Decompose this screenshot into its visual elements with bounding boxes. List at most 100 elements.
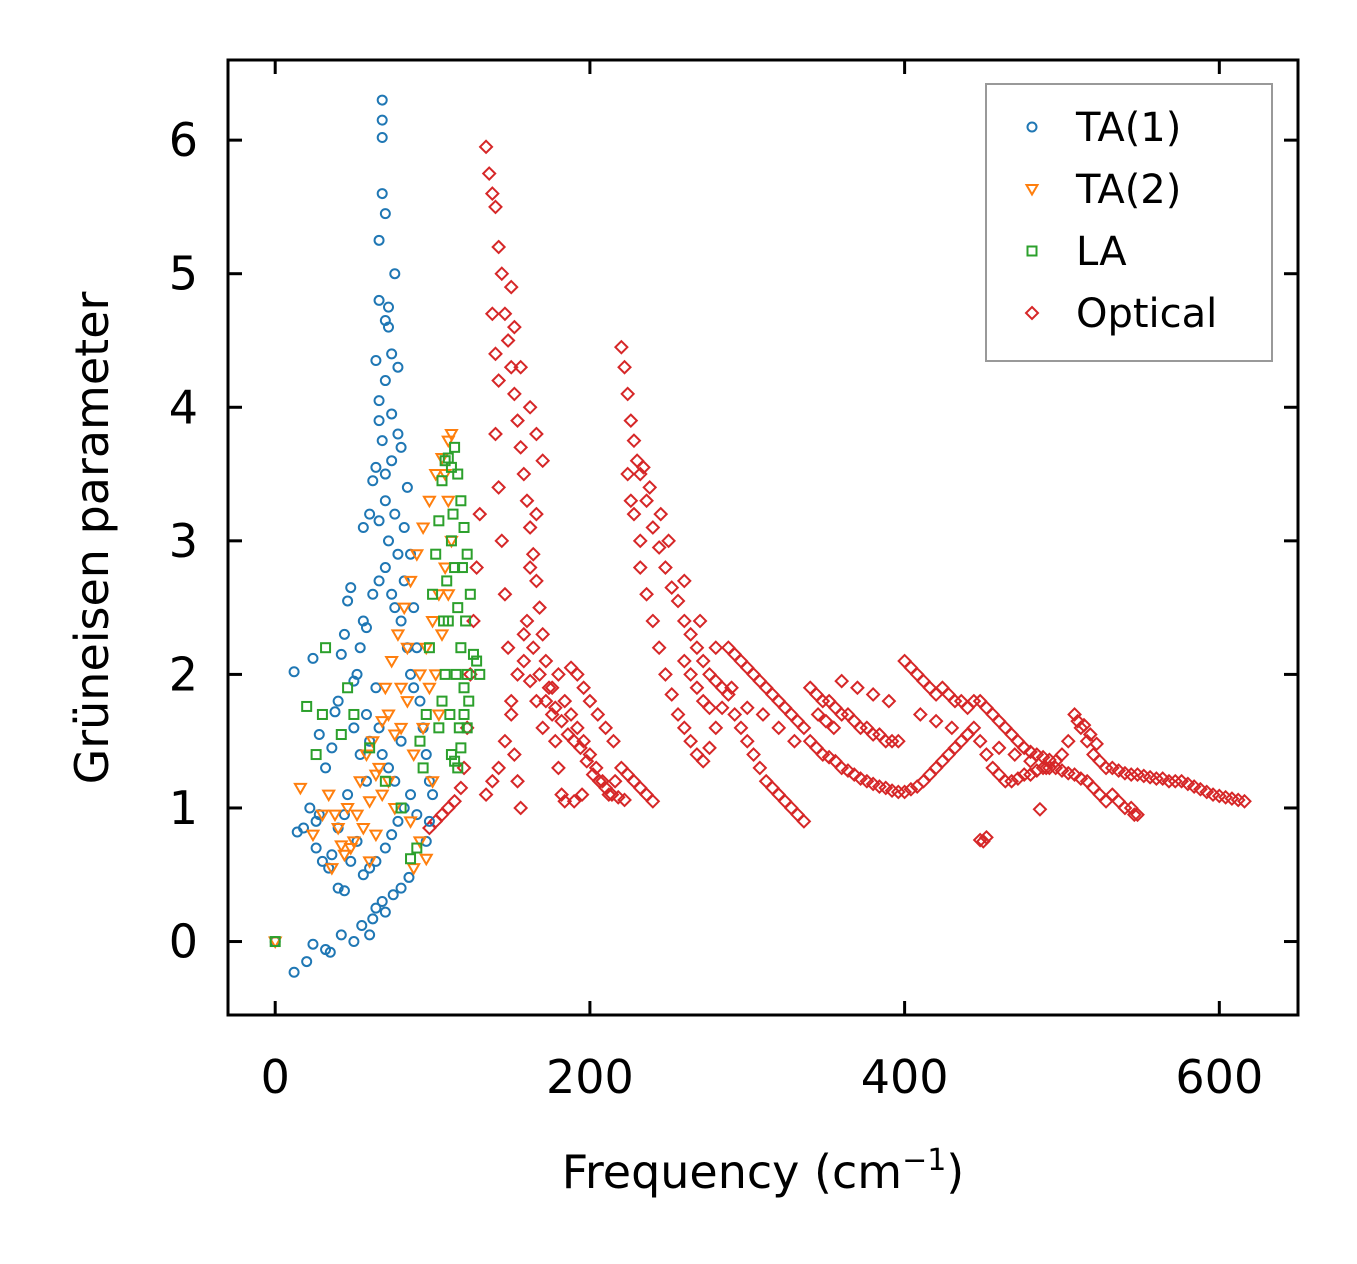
data-point bbox=[379, 906, 391, 918]
data-point bbox=[484, 773, 500, 789]
data-point bbox=[916, 773, 931, 789]
data-point bbox=[928, 687, 944, 702]
data-point bbox=[452, 468, 464, 480]
data-point bbox=[506, 747, 522, 762]
data-point bbox=[403, 575, 418, 589]
data-point bbox=[563, 707, 579, 722]
data-point bbox=[985, 707, 1001, 722]
data-point bbox=[727, 646, 743, 662]
data-point bbox=[405, 853, 417, 865]
data-point bbox=[796, 813, 812, 829]
data-point bbox=[301, 956, 313, 968]
data-point bbox=[1035, 760, 1051, 776]
data-point bbox=[395, 441, 407, 453]
data-point bbox=[513, 359, 529, 375]
data-point bbox=[397, 602, 412, 616]
data-point bbox=[991, 713, 1007, 729]
data-point bbox=[535, 720, 551, 736]
data-point bbox=[1076, 717, 1092, 733]
data-point bbox=[941, 747, 957, 762]
data-point bbox=[985, 760, 1001, 776]
data-point bbox=[623, 493, 639, 509]
data-point bbox=[960, 727, 975, 742]
data-point bbox=[405, 668, 417, 680]
data-point bbox=[519, 613, 535, 629]
data-point bbox=[315, 809, 330, 823]
legend: TA(1) TA(2) LA Optical bbox=[985, 83, 1273, 362]
data-point bbox=[386, 829, 398, 841]
legend-label: TA(1) bbox=[1075, 105, 1181, 151]
data-point bbox=[458, 708, 470, 720]
x-tick-label: 400 bbox=[861, 1050, 949, 1104]
data-point bbox=[569, 720, 585, 736]
data-point bbox=[651, 540, 667, 555]
data-point bbox=[551, 666, 566, 682]
data-point bbox=[371, 762, 387, 776]
data-point bbox=[467, 648, 479, 660]
x-tick-label: 0 bbox=[261, 1050, 290, 1104]
data-point bbox=[579, 753, 595, 769]
data-point bbox=[569, 666, 585, 682]
data-point bbox=[912, 707, 928, 722]
data-point bbox=[392, 361, 404, 373]
data-point bbox=[787, 733, 802, 749]
data-point bbox=[398, 521, 410, 533]
data-point bbox=[400, 642, 415, 656]
data-point bbox=[458, 521, 470, 533]
data-point bbox=[461, 722, 473, 734]
data-point bbox=[865, 687, 881, 702]
data-point bbox=[288, 666, 300, 678]
data-point bbox=[455, 495, 467, 507]
data-point bbox=[947, 740, 963, 756]
data-point bbox=[960, 727, 975, 742]
data-point bbox=[554, 713, 570, 729]
data-point bbox=[503, 707, 519, 722]
data-point bbox=[645, 793, 661, 809]
data-point bbox=[670, 707, 686, 722]
data-point bbox=[503, 359, 519, 375]
data-point bbox=[338, 809, 350, 821]
data-point bbox=[1016, 740, 1032, 756]
data-point bbox=[379, 468, 391, 480]
data-point bbox=[378, 682, 393, 696]
data-point bbox=[991, 767, 1007, 782]
data-point bbox=[1092, 787, 1108, 803]
data-point bbox=[461, 548, 473, 560]
data-point bbox=[635, 459, 651, 475]
y-tick-label: 3 bbox=[169, 514, 198, 568]
data-point bbox=[386, 348, 398, 360]
data-point bbox=[491, 760, 507, 776]
data-point bbox=[500, 640, 516, 656]
legend-box bbox=[985, 83, 1273, 362]
data-point bbox=[827, 700, 843, 716]
data-point bbox=[664, 580, 680, 596]
data-point bbox=[374, 789, 390, 803]
data-point bbox=[348, 708, 360, 720]
data-point bbox=[739, 733, 755, 749]
data-point bbox=[316, 855, 328, 867]
data-point bbox=[379, 314, 391, 326]
data-point bbox=[916, 673, 931, 689]
data-point bbox=[890, 784, 906, 800]
data-point bbox=[510, 666, 525, 682]
data-point bbox=[340, 802, 355, 816]
legend-label: Optical bbox=[1076, 291, 1217, 337]
data-point bbox=[455, 642, 467, 654]
data-point bbox=[796, 720, 812, 736]
series-optical bbox=[421, 139, 1252, 849]
data-point bbox=[406, 749, 421, 763]
data-point bbox=[338, 628, 350, 640]
data-point bbox=[370, 461, 382, 473]
data-point bbox=[815, 693, 831, 709]
data-point bbox=[390, 629, 406, 642]
data-point bbox=[497, 586, 513, 602]
data-point bbox=[765, 780, 780, 796]
data-point bbox=[414, 735, 426, 747]
data-point bbox=[440, 800, 456, 816]
data-point bbox=[436, 695, 448, 707]
data-point bbox=[664, 687, 680, 702]
data-point bbox=[528, 693, 544, 709]
data-point bbox=[373, 395, 385, 407]
data-point bbox=[582, 747, 598, 762]
